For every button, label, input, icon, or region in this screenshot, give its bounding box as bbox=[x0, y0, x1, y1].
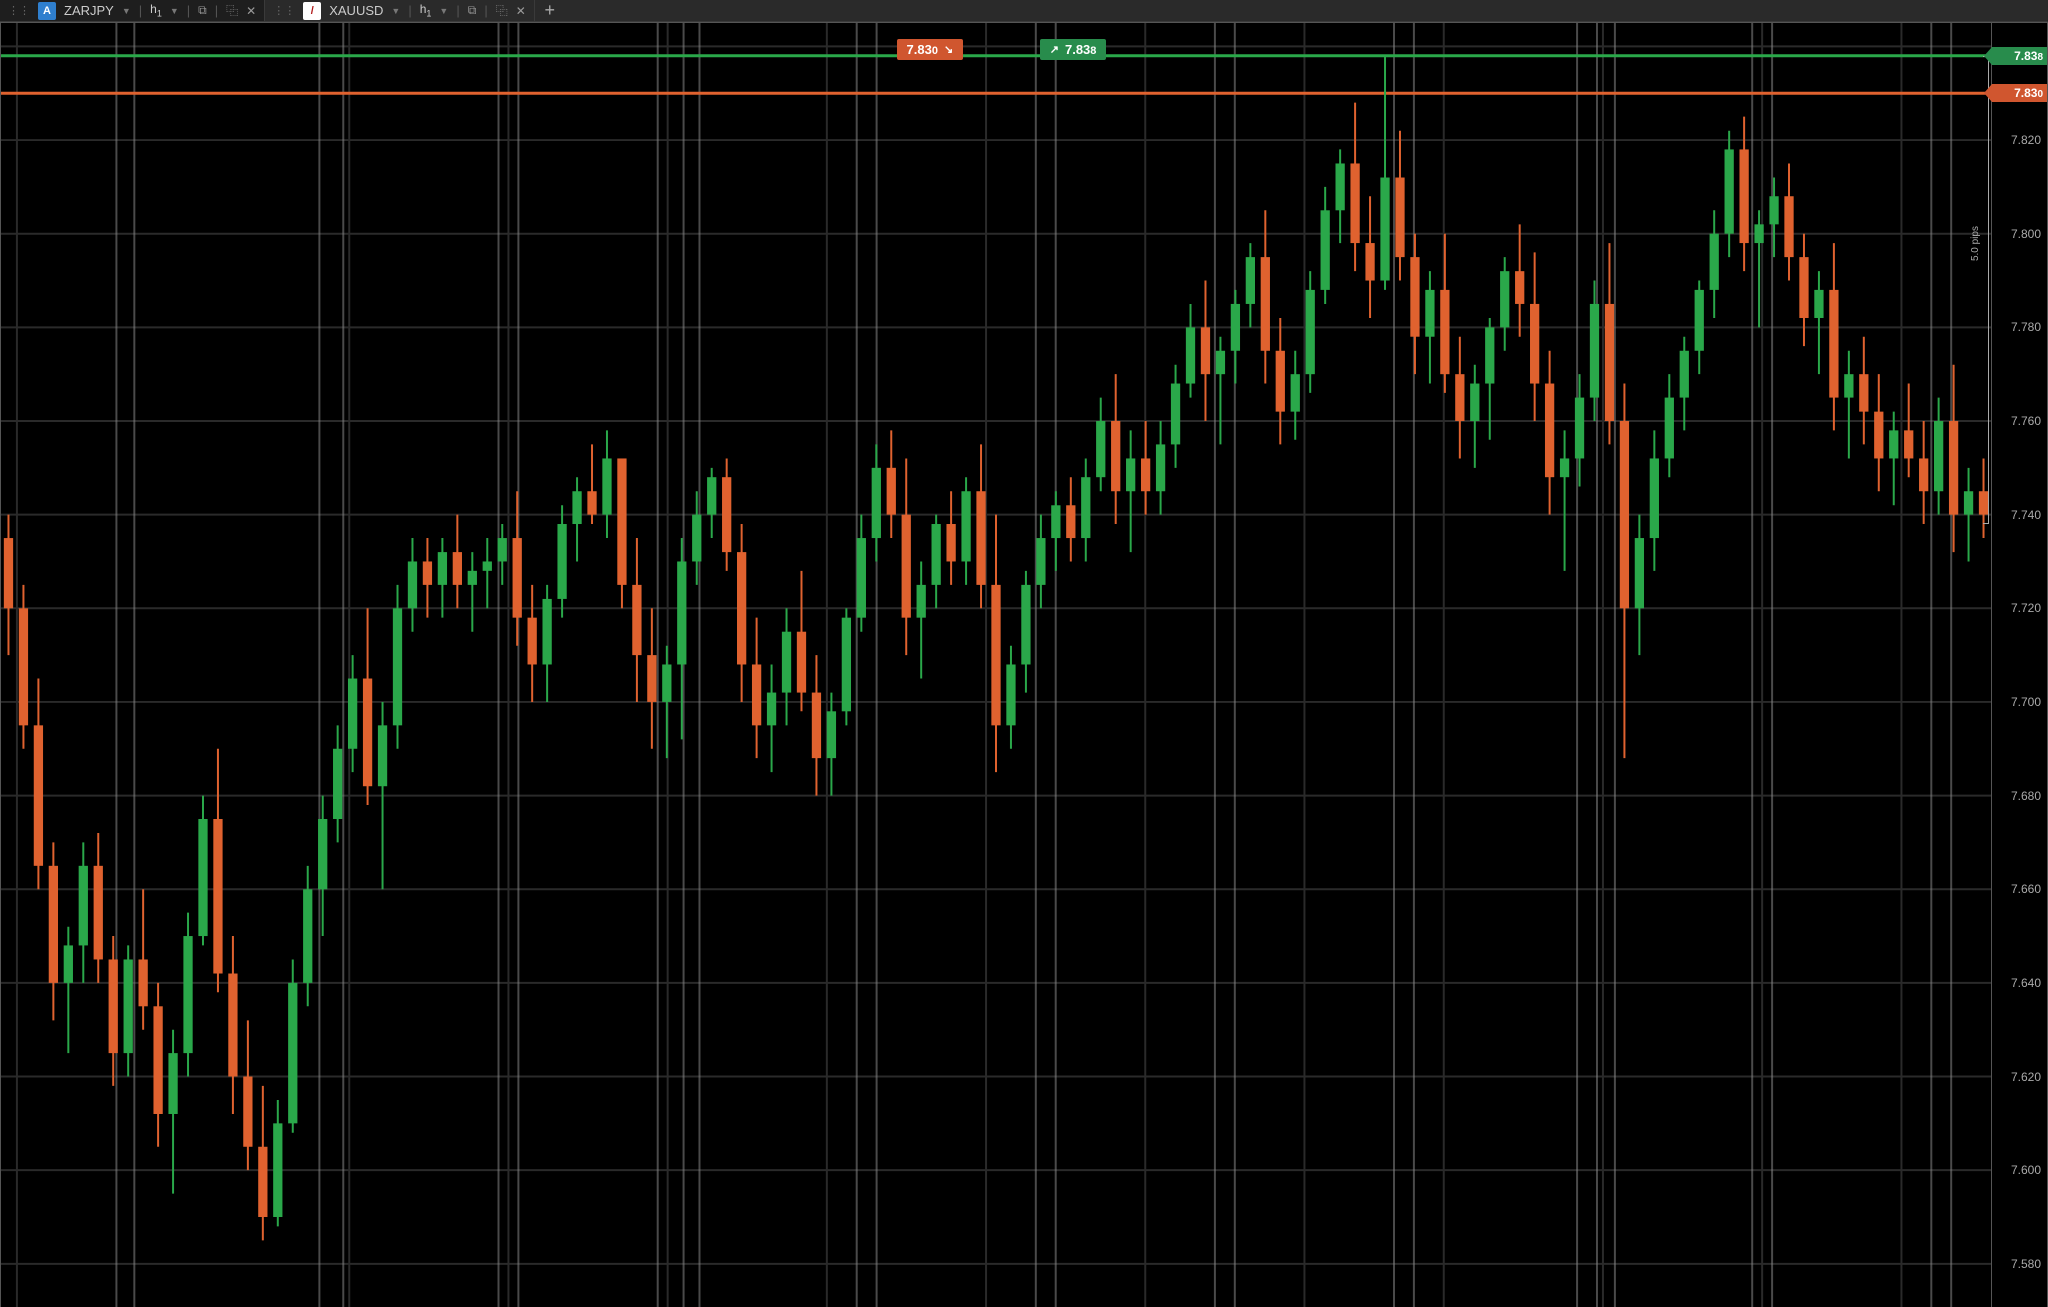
y-tick-label: 7.660 bbox=[2011, 882, 2041, 896]
drag-handle-icon[interactable]: ⋮⋮ bbox=[8, 4, 30, 17]
maximize-icon[interactable]: ⿻ bbox=[496, 2, 508, 19]
y-tick-label: 7.680 bbox=[2011, 789, 2041, 803]
tab-symbol-label: ZARJPY bbox=[64, 3, 114, 18]
dropdown-icon[interactable]: ▼ bbox=[391, 6, 400, 16]
y-axis[interactable]: 7.820 7.800 7.780 7.760 7.740 7.720 7.700 7.680… bbox=[1992, 22, 2048, 1307]
pips-bracket bbox=[1983, 56, 1989, 524]
y-tick-label: 7.720 bbox=[2011, 601, 2041, 615]
separator: | bbox=[456, 3, 459, 18]
drag-handle-icon[interactable]: ⋮⋮ bbox=[273, 4, 295, 17]
dropdown-icon[interactable]: ▼ bbox=[122, 6, 131, 16]
y-tick-label: 7.800 bbox=[2011, 227, 2041, 241]
maximize-icon[interactable]: ⿻ bbox=[226, 2, 238, 19]
symbol-badge-icon: A bbox=[38, 2, 56, 20]
dropdown-icon[interactable]: ▼ bbox=[439, 6, 448, 16]
y-tick-label: 7.820 bbox=[2011, 133, 2041, 147]
new-tab-button[interactable]: + bbox=[535, 0, 565, 21]
y-tick-label: 7.600 bbox=[2011, 1163, 2041, 1177]
dropdown-icon[interactable]: ▼ bbox=[170, 6, 179, 16]
y-tick-label: 7.640 bbox=[2011, 976, 2041, 990]
y-tick-label: 7.760 bbox=[2011, 414, 2041, 428]
ask-price-tag: 7.838 bbox=[1992, 47, 2047, 65]
close-icon[interactable]: ✕ bbox=[516, 4, 526, 18]
tab-zarjpy[interactable]: ⋮⋮ A ZARJPY ▼ | h1 ▼ | ⧉ | ⿻ ✕ bbox=[0, 0, 265, 21]
y-tick-label: 7.700 bbox=[2011, 695, 2041, 709]
arrow-up-right-icon: ↗ bbox=[1050, 43, 1059, 56]
detach-icon[interactable]: ⧉ bbox=[198, 3, 207, 18]
bid-price-value: 7.830 bbox=[907, 42, 938, 57]
separator: | bbox=[187, 3, 190, 18]
separator: | bbox=[408, 3, 411, 18]
separator: | bbox=[484, 3, 487, 18]
separator: | bbox=[139, 3, 142, 18]
bid-price-box[interactable]: 7.830 ↘ bbox=[897, 39, 964, 60]
chart-container: 7.830 ↘ ↗ 7.838 5.0 pips 7.820 7.800 7.780… bbox=[0, 22, 2048, 1307]
pips-label: 5.0 pips bbox=[1970, 226, 1981, 261]
y-tick-label: 7.740 bbox=[2011, 508, 2041, 522]
timeframe-label: h1 bbox=[150, 2, 162, 18]
close-icon[interactable]: ✕ bbox=[246, 4, 256, 18]
timeframe-label: h1 bbox=[420, 2, 432, 18]
detach-icon[interactable]: ⧉ bbox=[468, 3, 477, 18]
y-tick-label: 7.780 bbox=[2011, 320, 2041, 334]
ask-price-value: 7.838 bbox=[1065, 42, 1096, 57]
y-tick-label: 7.580 bbox=[2011, 1257, 2041, 1271]
tab-symbol-label: XAUUSD bbox=[329, 3, 383, 18]
ask-price-box[interactable]: ↗ 7.838 bbox=[1040, 39, 1107, 60]
bid-price-tag: 7.830 bbox=[1992, 84, 2047, 102]
y-tick-label: 7.620 bbox=[2011, 1070, 2041, 1084]
symbol-badge-icon: / bbox=[303, 2, 321, 20]
arrow-down-right-icon: ↘ bbox=[944, 43, 953, 56]
chart-plot-area[interactable]: 7.830 ↘ ↗ 7.838 5.0 pips bbox=[0, 22, 1992, 1307]
tab-xauusd[interactable]: ⋮⋮ / XAUUSD ▼ | h1 ▼ | ⧉ | ⿻ ✕ bbox=[265, 0, 535, 21]
tab-bar: ⋮⋮ A ZARJPY ▼ | h1 ▼ | ⧉ | ⿻ ✕ ⋮⋮ / XAUUSD ▼ | h1 ▼ | ⧉ | ⿻ ✕ + bbox=[0, 0, 2048, 22]
separator: | bbox=[215, 3, 218, 18]
